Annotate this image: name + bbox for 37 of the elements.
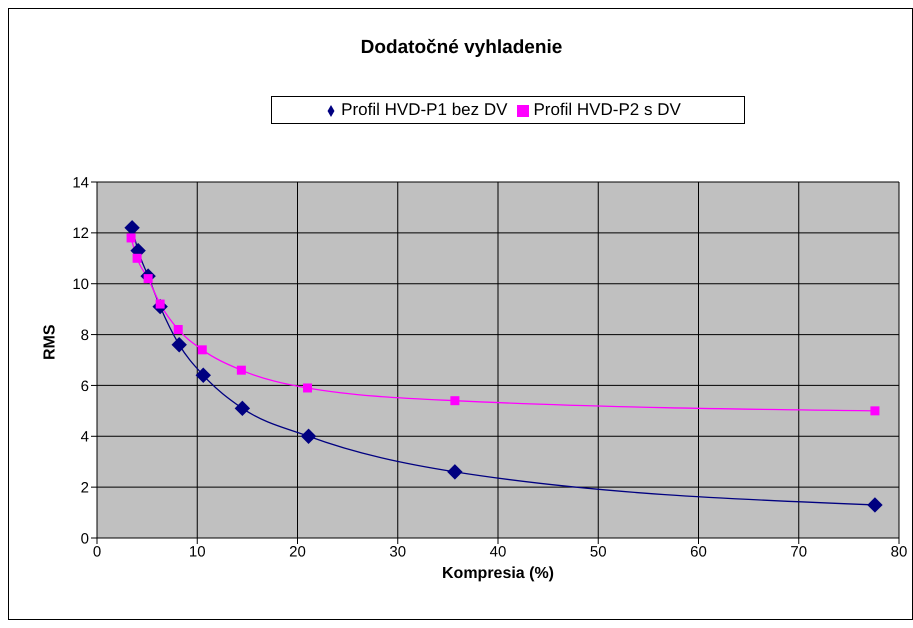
point bbox=[870, 406, 880, 416]
x-tick-label: 0 bbox=[92, 544, 102, 561]
x-tick-label: 10 bbox=[188, 544, 206, 561]
x-tick-label: 50 bbox=[590, 544, 607, 561]
chart-title: Dodatočné vyhladenie bbox=[360, 37, 564, 59]
point bbox=[301, 428, 316, 444]
point bbox=[303, 383, 312, 392]
y-axis-title: RMS bbox=[42, 324, 59, 360]
x-tick-label: 20 bbox=[289, 544, 306, 561]
y-tick-label: 2 bbox=[80, 479, 89, 496]
point bbox=[124, 220, 140, 236]
point bbox=[447, 464, 462, 480]
point bbox=[174, 324, 183, 334]
point bbox=[234, 400, 250, 416]
legend-label: Profil HVD-P1 bez DV bbox=[341, 100, 508, 119]
y-tick-label: 8 bbox=[80, 326, 89, 344]
y-tick-label: 6 bbox=[80, 378, 89, 395]
y-tick-label: 10 bbox=[72, 276, 89, 294]
point bbox=[450, 396, 460, 406]
point bbox=[236, 366, 246, 375]
point bbox=[132, 254, 142, 263]
x-tick-label: 70 bbox=[790, 544, 808, 561]
x-tick-label: 60 bbox=[690, 544, 707, 561]
y-tick-label: 12 bbox=[72, 225, 89, 242]
x-tick-label: 40 bbox=[490, 544, 506, 561]
point bbox=[196, 368, 211, 383]
x-axis-title: Kompresia (%) bbox=[442, 565, 554, 582]
x-tick-label: 30 bbox=[389, 544, 406, 561]
y-tick-label: 0 bbox=[80, 530, 89, 548]
point bbox=[126, 233, 136, 242]
point bbox=[867, 497, 882, 512]
x-tick-label: 80 bbox=[890, 544, 908, 561]
point bbox=[198, 345, 207, 354]
y-tick-label: 4 bbox=[80, 428, 89, 446]
legend-label: Profil HVD-P2 s DV bbox=[533, 100, 681, 119]
y-tick-label: 14 bbox=[72, 174, 89, 192]
point bbox=[172, 337, 187, 352]
